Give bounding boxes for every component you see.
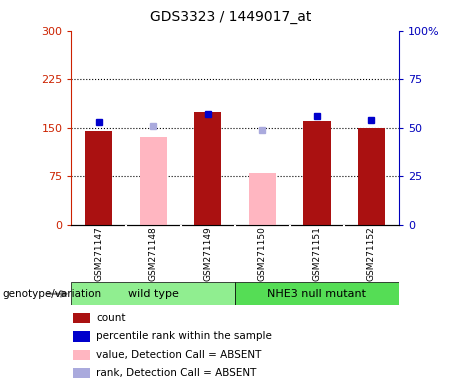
Text: GSM271150: GSM271150 <box>258 227 267 281</box>
Bar <box>73 313 90 323</box>
Bar <box>73 331 90 342</box>
Text: rank, Detection Call = ABSENT: rank, Detection Call = ABSENT <box>96 368 256 378</box>
Bar <box>73 349 90 360</box>
Text: wild type: wild type <box>128 289 179 299</box>
Bar <box>303 121 331 225</box>
Text: GSM271152: GSM271152 <box>367 227 376 281</box>
Bar <box>249 173 276 225</box>
Text: GSM271148: GSM271148 <box>149 227 158 281</box>
Text: GDS3323 / 1449017_at: GDS3323 / 1449017_at <box>150 10 311 23</box>
Text: count: count <box>96 313 125 323</box>
Bar <box>73 368 90 378</box>
Text: GSM271149: GSM271149 <box>203 227 213 281</box>
Text: percentile rank within the sample: percentile rank within the sample <box>96 331 272 341</box>
Text: genotype/variation: genotype/variation <box>2 289 101 299</box>
Text: GSM271151: GSM271151 <box>313 227 321 281</box>
Bar <box>358 128 385 225</box>
Bar <box>71 282 235 305</box>
Bar <box>194 111 221 225</box>
Text: NHE3 null mutant: NHE3 null mutant <box>267 289 366 299</box>
Bar <box>140 137 167 225</box>
Bar <box>85 131 112 225</box>
Text: value, Detection Call = ABSENT: value, Detection Call = ABSENT <box>96 350 261 360</box>
Text: GSM271147: GSM271147 <box>94 227 103 281</box>
Bar <box>235 282 399 305</box>
